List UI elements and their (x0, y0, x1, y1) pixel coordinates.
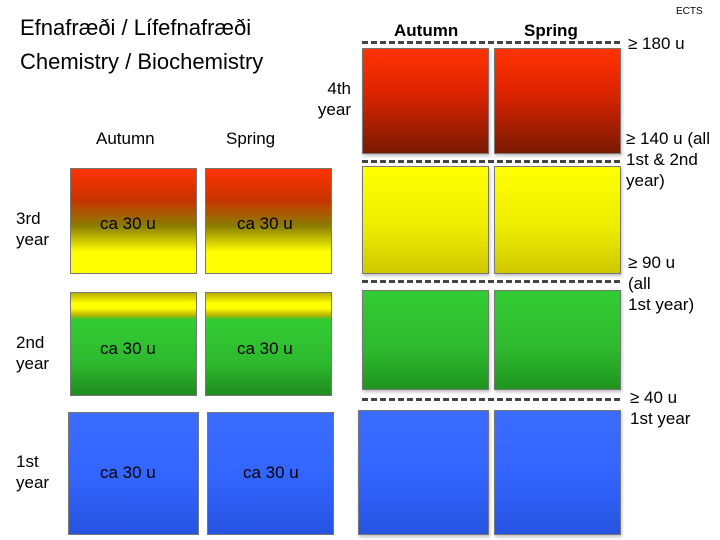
dashed-line-180 (362, 41, 620, 44)
year-label-3rd-line-1: 3rd (16, 209, 41, 228)
dashed-line-40 (362, 398, 620, 401)
threshold-180-line-1: ≥ 180 u (628, 34, 685, 53)
year-label-3rd: 3rd year (16, 208, 49, 250)
left-autumn-year1-block (68, 412, 199, 535)
threshold-90-line-2: (all (628, 274, 651, 293)
year-label-2nd-line-2: year (16, 354, 50, 373)
threshold-90-line-1: ≥ 90 u (628, 253, 676, 272)
year-label-1st: 1st year (16, 451, 49, 493)
left-autumn-header: Autumn (96, 129, 155, 148)
right-autumn-year2-block (362, 290, 489, 390)
left-spring-year3-block (205, 168, 332, 274)
credits-year1-autumn: ca 30 u (100, 463, 156, 482)
fourth-year-line-1: 4th (327, 79, 351, 98)
right-autumn-header: Autumn (394, 21, 459, 40)
year-label-1st-line-1: 1st (16, 452, 39, 471)
right-spring-year2-block (494, 290, 621, 390)
left-spring-header: Spring (226, 129, 276, 148)
title-line-2: Chemistry / Biochemistry (20, 49, 264, 74)
year-label-3rd-line-2: year (16, 230, 50, 249)
right-spring-year3-block (494, 166, 621, 274)
left-autumn-year2-block (70, 292, 197, 396)
threshold-90-line-3: 1st year) (628, 295, 695, 314)
threshold-40: ≥ 40 u 1st year (630, 387, 690, 429)
year-label-2nd-line-1: 2nd (16, 333, 45, 352)
year-label-1st-line-2: year (16, 473, 50, 492)
right-autumn-year1-block (358, 410, 489, 535)
threshold-140: ≥ 140 u (all 1st & 2nd year) (626, 128, 710, 191)
threshold-40-line-2: 1st year (630, 409, 691, 428)
credits-year2-autumn: ca 30 u (100, 339, 156, 358)
threshold-140-line-1: ≥ 140 u (all (626, 129, 710, 148)
dashed-line-140 (362, 160, 620, 163)
left-autumn-year3-block (70, 168, 197, 274)
threshold-140-line-3: year) (626, 171, 665, 190)
right-autumn-year4-block (362, 48, 489, 154)
credits-year3-autumn: ca 30 u (100, 214, 156, 233)
credits-year3-spring: ca 30 u (237, 214, 293, 233)
credits-year1-spring: ca 30 u (243, 463, 299, 482)
threshold-40-line-1: ≥ 40 u (630, 388, 678, 407)
fourth-year-label: 4th year (313, 78, 351, 120)
threshold-180: ≥ 180 u (628, 33, 685, 54)
credits-year2-spring: ca 30 u (237, 339, 293, 358)
threshold-90: ≥ 90 u (all 1st year) (628, 252, 694, 315)
left-spring-year2-block (205, 292, 332, 396)
right-spring-header: Spring (524, 21, 578, 40)
right-spring-year4-block (494, 48, 621, 154)
title-line-1: Efnafræði / Lífefnafræði (20, 15, 252, 40)
threshold-140-line-2: 1st & 2nd (626, 150, 698, 169)
right-spring-year1-block (494, 410, 621, 535)
year-label-2nd: 2nd year (16, 332, 49, 374)
right-autumn-year3-block (362, 166, 489, 274)
dashed-line-90 (362, 280, 620, 283)
fourth-year-line-2: year (317, 100, 351, 119)
left-spring-year1-block (207, 412, 334, 535)
ects-label: ECTS (676, 6, 703, 17)
